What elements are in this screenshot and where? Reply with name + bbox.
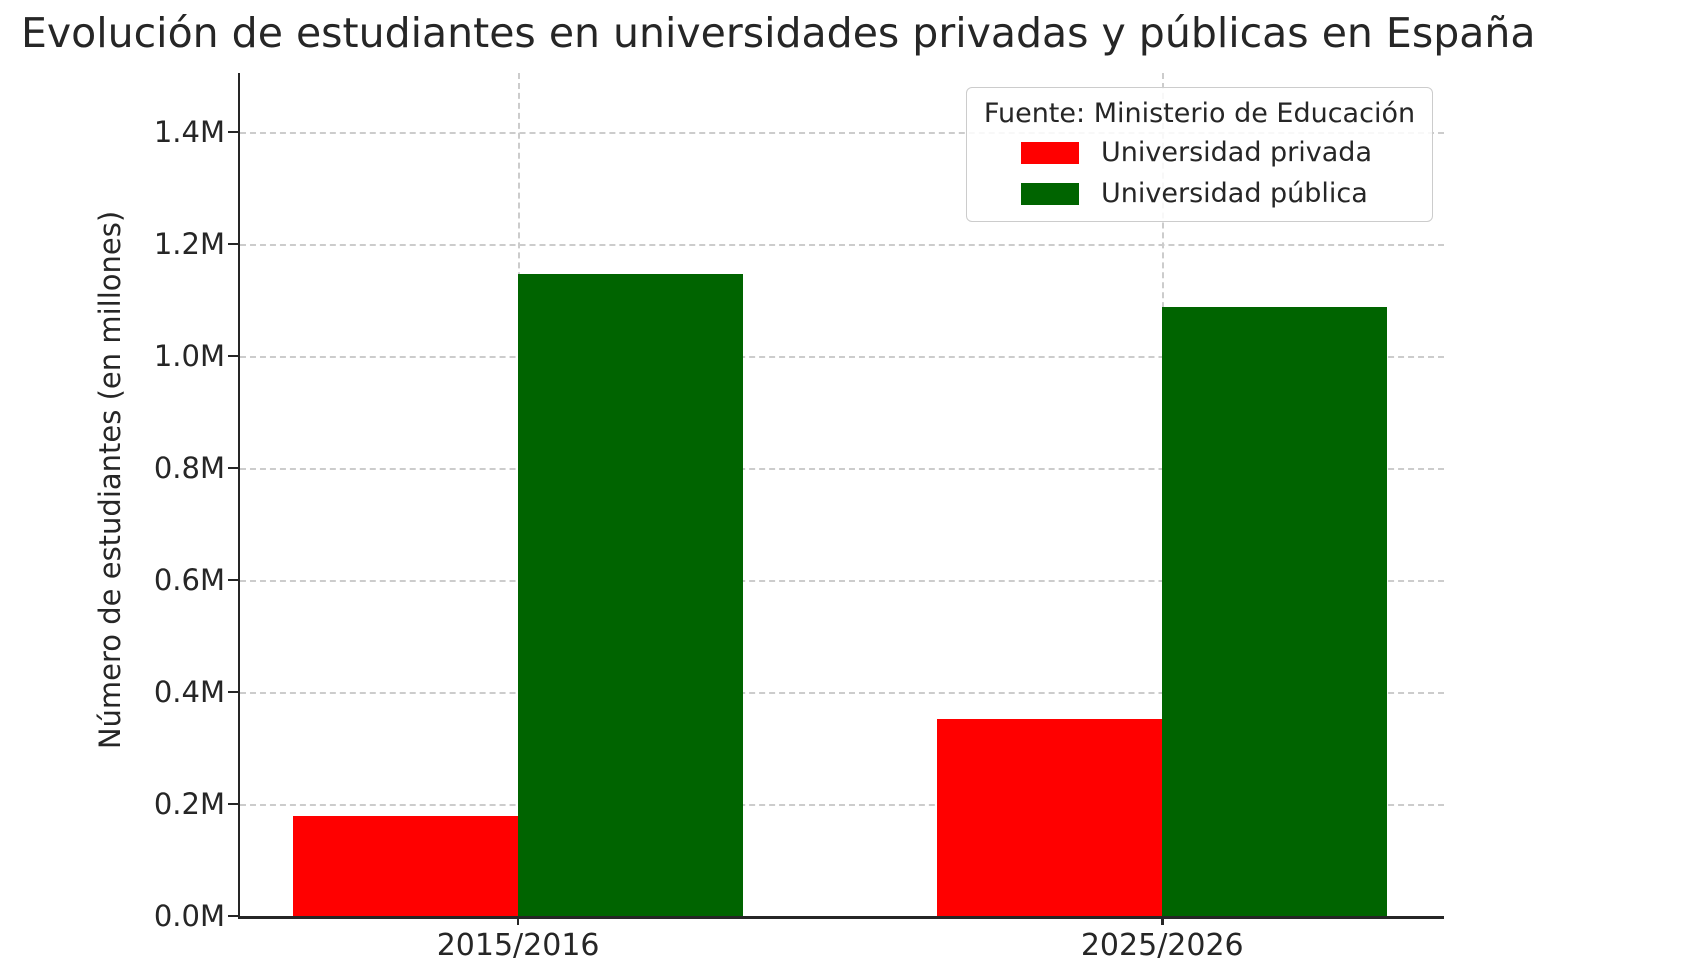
y-tick-mark-1.0M xyxy=(228,354,240,358)
y-tick-mark-0.2M xyxy=(228,802,240,806)
plot-area xyxy=(237,73,1444,919)
legend: Fuente: Ministerio de Educación Universi… xyxy=(966,87,1433,222)
h-gridline-0.2M xyxy=(240,803,1444,806)
y-tick-label-0.4M: 0.4M xyxy=(153,674,225,709)
x-axis-spine xyxy=(237,916,1444,919)
legend-entry-universidad-pública: Universidad pública xyxy=(981,173,1418,214)
legend-swatch-universidad-privada xyxy=(1021,141,1079,164)
x-tick-mark-2015/2016 xyxy=(516,916,520,925)
legend-label-universidad-pública: Universidad pública xyxy=(1101,178,1368,209)
y-tick-label-1.0M: 1.0M xyxy=(153,338,225,373)
y-axis-spine xyxy=(237,73,240,916)
bar-universidad-privada-2025-2026 xyxy=(937,718,1163,916)
legend-entries: Universidad privada Universidad pública xyxy=(981,132,1418,214)
y-tick-label-0.0M: 0.0M xyxy=(153,899,225,933)
h-gridline-1.2M xyxy=(240,243,1444,246)
bar-universidad-pública-2015-2016 xyxy=(518,274,744,916)
legend-title: Fuente: Ministerio de Educación xyxy=(983,98,1416,129)
h-gridline-1.4M xyxy=(240,131,1444,134)
h-gridline-1.0M xyxy=(240,355,1444,358)
y-tick-label-0.8M: 0.8M xyxy=(153,450,225,485)
legend-swatch-universidad-pública xyxy=(1021,182,1079,205)
x-tick-mark-2025/2026 xyxy=(1161,916,1164,925)
x-tick-label-2025/2026: 2025/2026 xyxy=(1080,928,1244,963)
y-tick-mark-1.2M xyxy=(228,242,240,246)
y-tick-mark-0.0M xyxy=(228,914,240,918)
h-gridline-0.6M xyxy=(240,579,1444,582)
y-tick-label-1.4M: 1.4M xyxy=(153,114,225,149)
h-gridline-0.8M xyxy=(240,467,1444,470)
bar-universidad-pública-2025-2026 xyxy=(1162,306,1388,916)
legend-label-universidad-privada: Universidad privada xyxy=(1101,137,1372,168)
bar-universidad-privada-2015-2016 xyxy=(292,816,519,916)
y-tick-label-1.2M: 1.2M xyxy=(153,226,225,261)
h-gridline-0.4M xyxy=(240,691,1444,694)
y-tick-mark-1.4M xyxy=(228,130,240,134)
y-tick-label-0.6M: 0.6M xyxy=(153,562,225,597)
y-tick-mark-0.8M xyxy=(228,466,240,470)
y-tick-label-0.2M: 0.2M xyxy=(153,786,225,821)
y-tick-mark-0.4M xyxy=(228,690,240,694)
x-tick-label-2015/2016: 2015/2016 xyxy=(436,928,600,963)
chart-title: Evolución de estudiantes en universidade… xyxy=(21,9,1536,57)
y-tick-mark-0.6M xyxy=(228,578,240,582)
legend-entry-universidad-privada: Universidad privada xyxy=(981,132,1418,173)
